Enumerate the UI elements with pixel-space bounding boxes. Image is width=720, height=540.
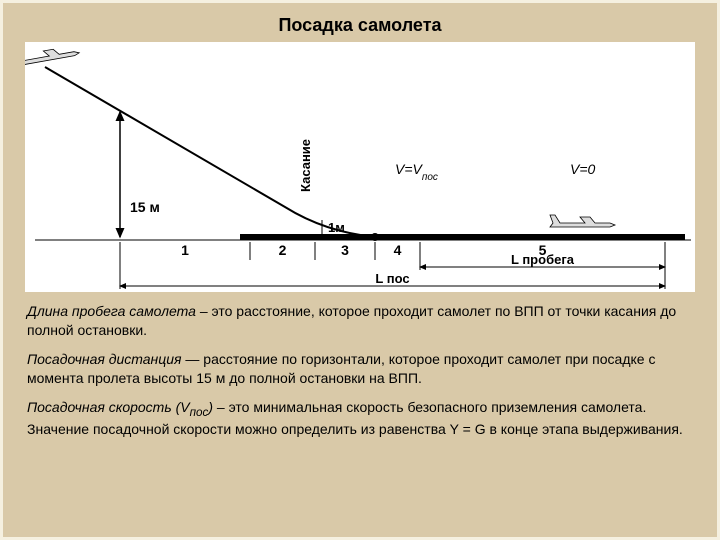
svg-text:V=Vпос: V=Vпос <box>395 161 438 183</box>
definitions-block: Длина пробега самолета – это расстояние,… <box>3 292 717 439</box>
svg-text:2: 2 <box>279 242 287 258</box>
term-1: Длина пробега самолета <box>27 303 196 319</box>
definition-landing-speed: Посадочная скорость (Vпос) – это минимал… <box>27 398 693 439</box>
svg-text:1м: 1м <box>328 220 345 235</box>
svg-text:L пос: L пос <box>375 271 409 286</box>
page-title: Посадка самолета <box>3 3 717 42</box>
definition-run-length: Длина пробега самолета – это расстояние,… <box>27 302 693 340</box>
term-2: Посадочная дистанция <box>27 351 182 367</box>
svg-text:Касание: Касание <box>298 139 313 192</box>
svg-text:L пробега: L пробега <box>511 252 575 267</box>
svg-text:V=0: V=0 <box>570 161 596 177</box>
svg-text:3: 3 <box>341 242 349 258</box>
svg-text:15 м: 15 м <box>130 199 160 215</box>
svg-text:4: 4 <box>394 242 402 258</box>
definition-landing-distance: Посадочная дистанция — расстояние по гор… <box>27 350 693 388</box>
svg-text:1: 1 <box>181 242 189 258</box>
term-3: Посадочная скорость (Vпос) <box>27 399 213 415</box>
landing-diagram: 15 м1мКасаниеV=VпосV=012345L пробегаL по… <box>25 42 695 292</box>
